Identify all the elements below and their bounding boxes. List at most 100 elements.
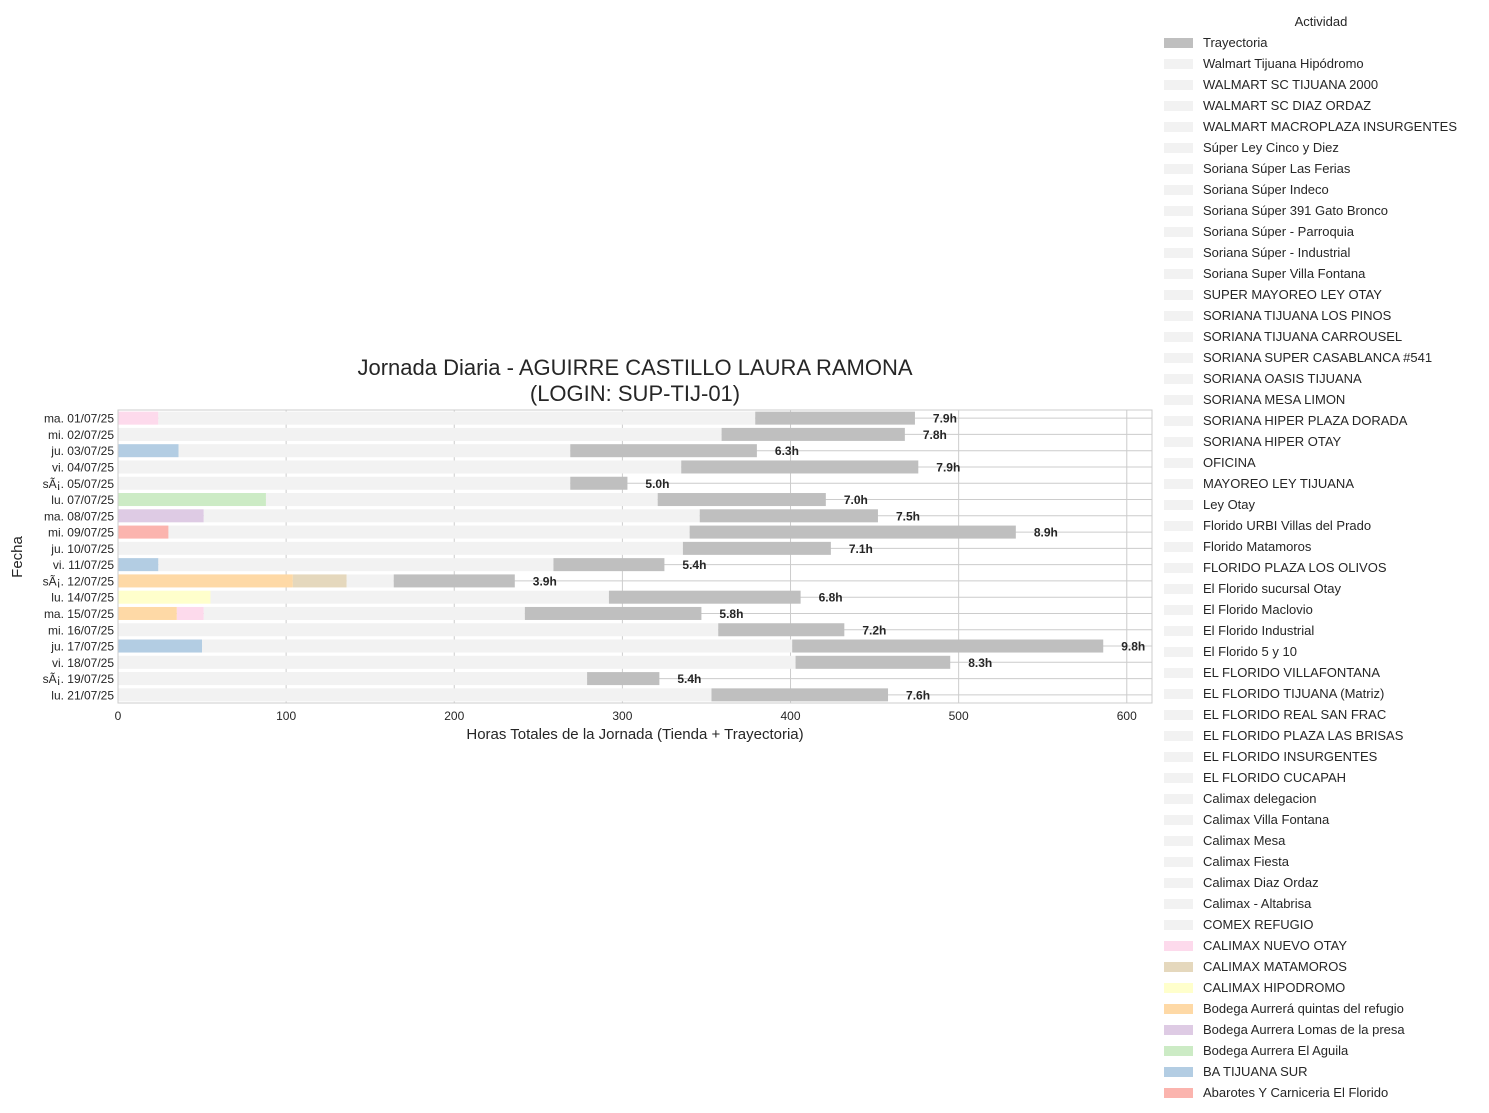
legend-item: Calimax Villa Fontana	[1160, 809, 1482, 830]
legend-swatch	[1164, 898, 1193, 909]
y-tick-label: ju. 17/07/25	[50, 640, 114, 654]
legend-label: Calimax Villa Fontana	[1203, 812, 1330, 827]
legend-item: Soriana Super Villa Fontana	[1160, 263, 1482, 284]
y-tick-label: mi. 09/07/25	[48, 526, 114, 540]
x-tick-label: 100	[276, 709, 296, 723]
bar-segment	[158, 411, 756, 425]
bar-segment	[118, 493, 266, 507]
legend-label: EL FLORIDO REAL SAN FRAC	[1203, 707, 1387, 722]
legend-label: Bodega Aurrerá quintas del refugio	[1203, 1001, 1404, 1016]
legend: Actividad Trayectoria Walmart Tijuana Hip…	[1160, 12, 1482, 1103]
bar-segment	[657, 493, 826, 507]
y-tick-label: sÃ¡. 19/07/25	[43, 672, 115, 686]
data-label: 8.9h	[1034, 526, 1058, 540]
chart-subtitle: (LOGIN: SUP-TIJ-01)	[530, 381, 740, 406]
legend-label: Florido URBI Villas del Prado	[1203, 518, 1372, 533]
y-tick-label: ma. 15/07/25	[44, 607, 114, 621]
legend-item: SORIANA MESA LIMON	[1160, 389, 1482, 410]
legend-label: Trayectoria	[1203, 35, 1268, 50]
legend-label: Abarotes Y Carniceria El Florido	[1203, 1085, 1389, 1100]
bars	[118, 411, 1104, 702]
legend-label: WALMART MACROPLAZA INSURGENTES	[1203, 119, 1458, 134]
data-label: 7.9h	[933, 412, 957, 426]
legend-swatch	[1164, 1066, 1193, 1077]
legend-item: OFICINA	[1160, 452, 1482, 473]
bar-segment	[524, 606, 702, 620]
data-label: 7.0h	[844, 493, 868, 507]
bar-segment	[176, 606, 204, 620]
legend-item: EL FLORIDO PLAZA LAS BRISAS	[1160, 725, 1482, 746]
data-label: 7.6h	[906, 688, 930, 702]
data-label: 7.1h	[849, 542, 873, 556]
legend-swatch	[1164, 604, 1193, 615]
bar-segment	[118, 574, 293, 588]
bar-segment	[721, 427, 905, 441]
legend-swatch	[1164, 1045, 1193, 1056]
bar-segment	[689, 525, 1016, 539]
legend-label: CALIMAX MATAMOROS	[1203, 959, 1347, 974]
bar-segment	[118, 444, 179, 458]
data-label: 7.8h	[923, 428, 947, 442]
legend-swatch	[1164, 940, 1193, 951]
legend-item: El Florido Industrial	[1160, 620, 1482, 641]
bar-segment	[553, 558, 665, 572]
legend-label: Walmart Tijuana Hipódromo	[1203, 56, 1364, 71]
legend-item: Soriana Súper - Parroquia	[1160, 221, 1482, 242]
legend-swatch	[1164, 583, 1193, 594]
x-tick-label: 500	[949, 709, 969, 723]
legend-swatch	[1164, 772, 1193, 783]
legend-swatch	[1164, 394, 1193, 405]
legend-label: Calimax Fiesta	[1203, 854, 1289, 869]
legend-label: EL FLORIDO TIJUANA (Matriz)	[1203, 686, 1385, 701]
legend-item: EL FLORIDO TIJUANA (Matriz)	[1160, 683, 1482, 704]
legend-item: El Florido sucursal Otay	[1160, 578, 1482, 599]
bar-segment	[118, 509, 204, 523]
legend-swatch	[1164, 436, 1193, 447]
bar-segment	[118, 558, 159, 572]
data-label: 6.8h	[819, 591, 843, 605]
y-tick-label: lu. 21/07/25	[51, 688, 114, 702]
legend-swatch	[1164, 877, 1193, 888]
legend-label: Ley Otay	[1203, 497, 1256, 512]
data-label: 5.4h	[682, 558, 706, 572]
y-tick-label: mi. 16/07/25	[48, 623, 114, 637]
legend-item: MAYOREO LEY TIJUANA	[1160, 473, 1482, 494]
y-tick-label: sÃ¡. 12/07/25	[43, 574, 115, 588]
legend-label: El Florido sucursal Otay	[1203, 581, 1341, 596]
legend-swatch	[1164, 184, 1193, 195]
y-tick-label: lu. 14/07/25	[51, 591, 114, 605]
bar-segment	[711, 688, 889, 702]
legend-item: Calimax delegacion	[1160, 788, 1482, 809]
bar-segment	[587, 672, 660, 686]
bar-segment	[608, 590, 801, 604]
legend-item: SORIANA HIPER PLAZA DORADA	[1160, 410, 1482, 431]
legend-swatch	[1164, 58, 1193, 69]
legend-label: Súper Ley Cinco y Diez	[1203, 140, 1339, 155]
legend-item: EL FLORIDO INSURGENTES	[1160, 746, 1482, 767]
legend-item: CALIMAX HIPODROMO	[1160, 977, 1482, 998]
legend-swatch	[1164, 457, 1193, 468]
data-labels: 7.6h 5.4h 8.3h 9.8h 7.2h 5.8h 6.8h 3.9h 5.4h 7.1h…	[533, 412, 1145, 703]
legend-item: SORIANA SUPER CASABLANCA #541	[1160, 347, 1482, 368]
legend-label: El Florido Maclovio	[1203, 602, 1313, 617]
bar-segment	[178, 444, 571, 458]
bar-segment	[118, 460, 682, 474]
legend-swatch	[1164, 667, 1193, 678]
legend-item: Súper Ley Cinco y Diez	[1160, 137, 1482, 158]
legend-swatch	[1164, 1024, 1193, 1035]
legend-swatch	[1164, 478, 1193, 489]
legend-label: EL FLORIDO VILLAFONTANA	[1203, 665, 1380, 680]
legend-label: EL FLORIDO INSURGENTES	[1203, 749, 1378, 764]
legend-item: Bodega Aurrera Lomas de la presa	[1160, 1019, 1482, 1040]
legend-swatch	[1164, 79, 1193, 90]
legend-label: SORIANA TIJUANA LOS PINOS	[1203, 308, 1392, 323]
y-tick-label: ju. 03/07/25	[50, 444, 114, 458]
legend-label: El Florido 5 y 10	[1203, 644, 1297, 659]
legend-label: SORIANA MESA LIMON	[1203, 392, 1346, 407]
bar-segment	[570, 444, 757, 458]
bar-segment	[265, 493, 658, 507]
bar-segment	[118, 427, 722, 441]
legend-item: Soriana Súper Indeco	[1160, 179, 1482, 200]
legend-swatch	[1164, 709, 1193, 720]
y-tick-label: mi. 02/07/25	[48, 428, 114, 442]
